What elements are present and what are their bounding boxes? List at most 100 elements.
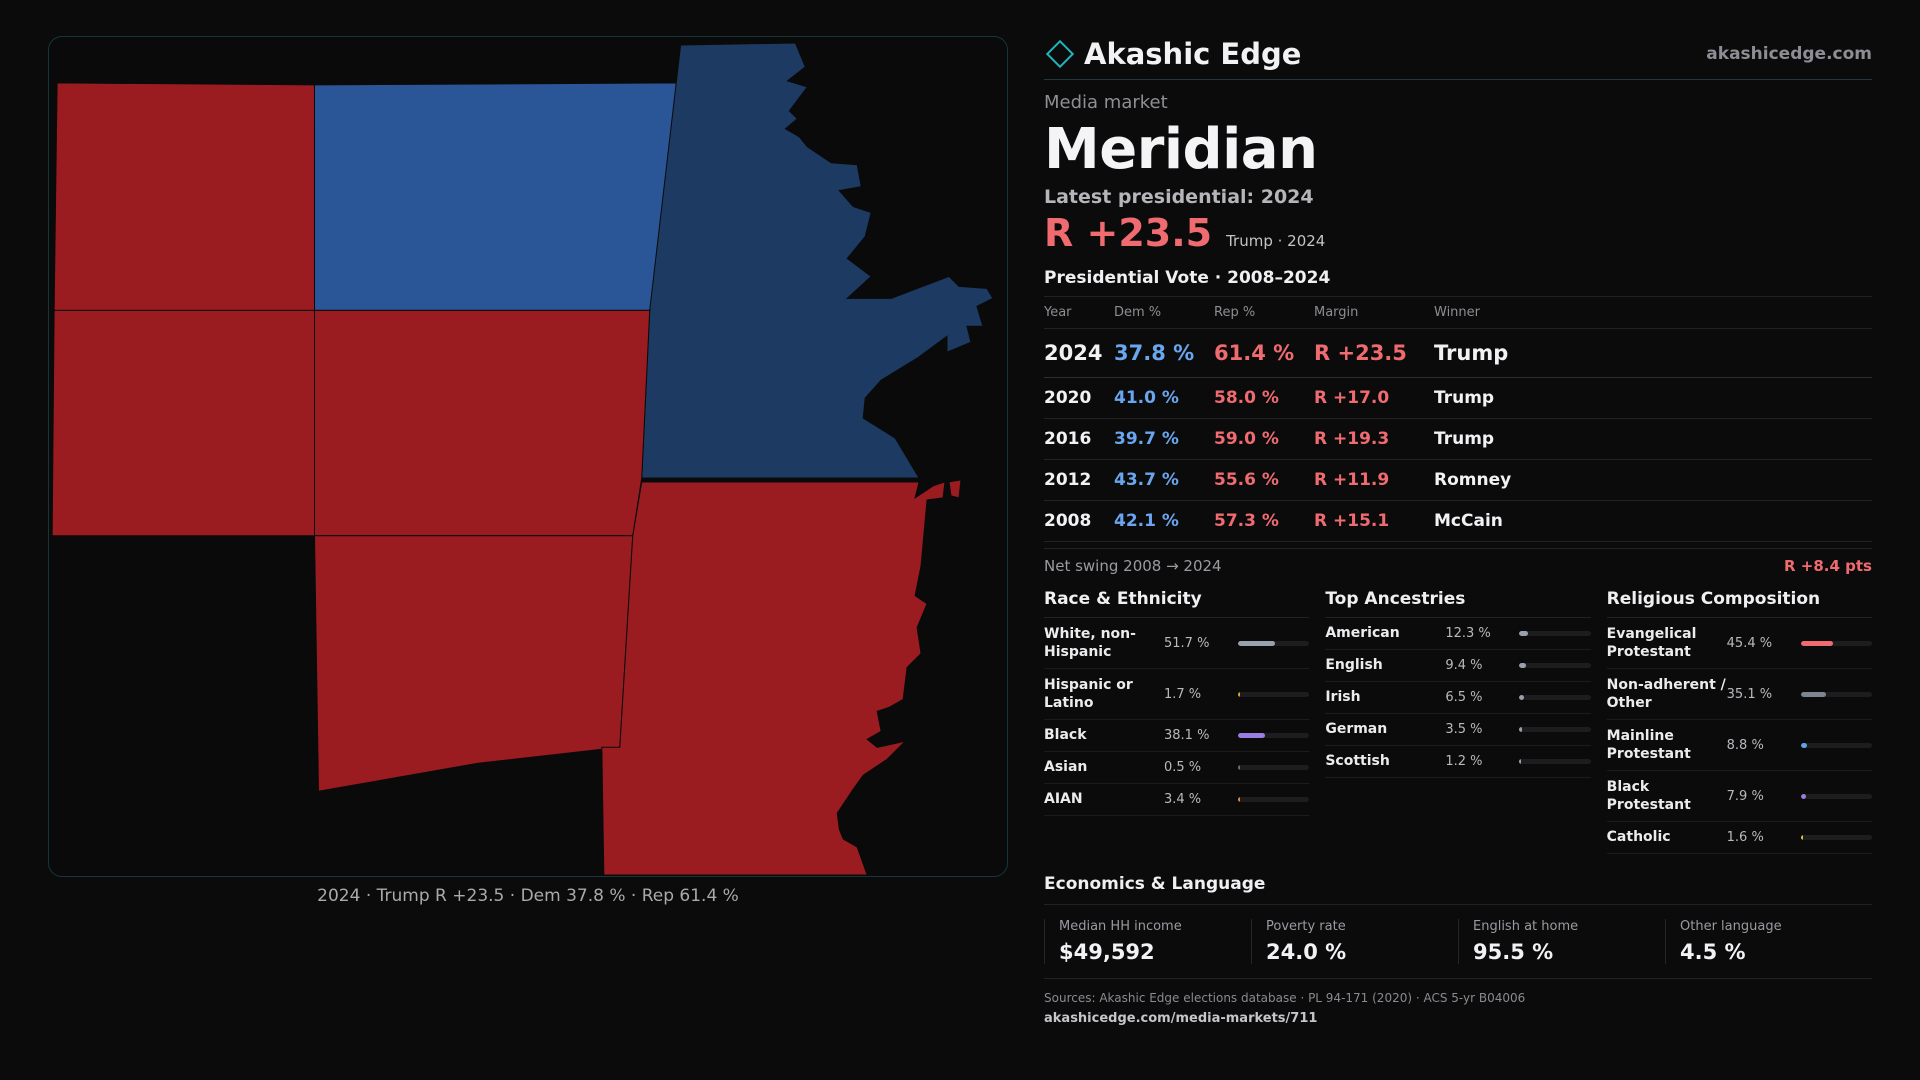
stat-value: 8.8 %	[1726, 737, 1764, 753]
stat-bar-fill	[1238, 733, 1266, 738]
county-east-notch[interactable]	[948, 479, 962, 499]
market-name: Meridian	[1044, 117, 1318, 182]
stat-value: 1.6 %	[1726, 830, 1764, 845]
econ-label: English at home	[1473, 919, 1579, 934]
table-row: 2016 39.7 % 59.0 % R +19.3 Trump	[1044, 418, 1872, 460]
list-item: Evangelical Protestant 45.4 %	[1606, 618, 1872, 669]
stat-label: AIAN	[1044, 791, 1083, 808]
county-center[interactable]	[314, 309, 651, 537]
stat-value: 1.2 %	[1445, 754, 1483, 769]
stat-label: Black Protestant	[1606, 778, 1691, 813]
list-item: AIAN 3.4 %	[1044, 784, 1310, 816]
vote-table: Year Dem % Rep % Margin Winner 2024 37.8…	[1044, 297, 1872, 542]
cell-rep: 57.3 %	[1214, 500, 1314, 542]
county-south-center[interactable]	[314, 535, 634, 792]
county-north-center[interactable]	[314, 82, 682, 311]
stat-label: Scottish	[1325, 753, 1390, 770]
stat-value: 1.7 %	[1164, 686, 1202, 702]
cell-winner: Trump	[1434, 418, 1872, 460]
religion-section: Religious Composition Evangelical Protes…	[1606, 589, 1872, 854]
cell-year: 2012	[1044, 459, 1114, 501]
county-se[interactable]	[601, 481, 946, 876]
stat-bar	[1238, 765, 1310, 770]
stat-value: 7.9 %	[1726, 788, 1764, 804]
brand-url-link[interactable]: akashicedge.com	[1706, 43, 1872, 64]
econ-value: 24.0 %	[1266, 940, 1347, 964]
cell-year: 2020	[1044, 377, 1114, 419]
list-item: Scottish 1.2 %	[1325, 746, 1591, 778]
table-row: 2024 37.8 % 61.4 % R +23.5 Trump	[1044, 328, 1872, 378]
stat-bar-fill	[1519, 663, 1527, 668]
cell-rep: 55.6 %	[1214, 459, 1314, 501]
econ-label: Median HH income	[1059, 919, 1182, 934]
stat-label: Black	[1044, 727, 1087, 744]
ancestry-section: Top Ancestries American 12.3 % English 9…	[1325, 589, 1591, 854]
header-rep: Rep %	[1214, 297, 1314, 329]
race-section: Race & Ethnicity White, non-Hispanic 51.…	[1044, 589, 1310, 854]
stat-value: 38.1 %	[1164, 728, 1210, 743]
cell-margin: R +15.1	[1314, 500, 1434, 542]
econ-value: $49,592	[1059, 940, 1155, 964]
stat-value: 6.5 %	[1445, 690, 1483, 705]
stat-bar	[1800, 742, 1872, 748]
list-item: Black 38.1 %	[1044, 720, 1310, 752]
stat-bar	[1238, 640, 1310, 646]
stat-label: German	[1325, 721, 1388, 738]
stat-bar	[1519, 663, 1591, 668]
stat-label: Non-adherent / Other	[1606, 676, 1726, 711]
cell-year: 2024	[1044, 328, 1114, 378]
stat-bar	[1519, 759, 1591, 764]
map-panel[interactable]	[48, 36, 1008, 877]
stat-value: 12.3 %	[1445, 626, 1491, 641]
stat-bar	[1238, 691, 1310, 697]
list-item: Catholic 1.6 %	[1606, 822, 1872, 854]
stat-bar-fill	[1519, 695, 1524, 700]
stat-bar	[1800, 835, 1872, 840]
stat-bar-fill	[1800, 793, 1807, 799]
cell-rep: 58.0 %	[1214, 377, 1314, 419]
county-east[interactable]	[641, 42, 994, 479]
stat-value: 45.4 %	[1726, 635, 1773, 651]
econ-value: 95.5 %	[1473, 940, 1554, 964]
ancestry-title: Top Ancestries	[1325, 589, 1591, 618]
stat-value: 9.4 %	[1445, 658, 1483, 673]
brand-name: Akashic Edge	[1084, 36, 1302, 71]
net-swing-label: Net swing 2008 → 2024	[1044, 557, 1222, 575]
headline-margin: R +23.5 Trump · 2024	[1044, 214, 1872, 252]
table-row: 2012 43.7 % 55.6 % R +11.9 Romney	[1044, 459, 1872, 501]
stat-label: Mainline Protestant	[1606, 727, 1691, 762]
stat-bar-fill	[1519, 727, 1522, 732]
stat-bar-fill	[1800, 691, 1826, 697]
header-margin: Margin	[1314, 297, 1434, 329]
list-item: White, non-Hispanic 51.7 %	[1044, 618, 1310, 669]
econ-value: 4.5 %	[1680, 940, 1746, 964]
sources-text: Sources: Akashic Edge elections database…	[1044, 991, 1526, 1005]
source-url-link[interactable]: akashicedge.com/media-markets/711	[1044, 1011, 1318, 1026]
stat-bar-fill	[1519, 631, 1529, 636]
stat-bar-fill	[1519, 759, 1522, 764]
list-item: Black Protestant 7.9 %	[1606, 771, 1872, 822]
stat-label: White, non-Hispanic	[1044, 625, 1136, 660]
stat-bar	[1238, 733, 1310, 738]
cell-winner: Trump	[1434, 377, 1872, 419]
header-winner: Winner	[1434, 297, 1872, 329]
net-swing-value: R +8.4 pts	[1784, 557, 1872, 575]
stat-bar	[1800, 793, 1872, 799]
county-nw[interactable]	[53, 82, 316, 311]
stat-label: Hispanic or Latino	[1044, 676, 1133, 711]
brand[interactable]: Akashic Edge	[1044, 37, 1301, 71]
county-map[interactable]	[49, 37, 1007, 876]
table-row: 2008 42.1 % 57.3 % R +15.1 McCain	[1044, 500, 1872, 542]
demographics: Race & Ethnicity White, non-Hispanic 51.…	[1044, 589, 1872, 854]
list-item: American 12.3 %	[1325, 618, 1591, 650]
list-item: Hispanic or Latino 1.7 %	[1044, 669, 1310, 720]
cell-winner: Trump	[1434, 328, 1872, 378]
header-dem: Dem %	[1114, 297, 1214, 329]
county-west[interactable]	[51, 309, 316, 537]
cell-dem: 41.0 %	[1114, 377, 1214, 419]
cell-margin: R +17.0	[1314, 377, 1434, 419]
econ-item: Poverty rate 24.0 %	[1251, 919, 1458, 964]
stat-bar	[1519, 631, 1591, 636]
cell-winner: McCain	[1434, 500, 1872, 542]
cell-year: 2016	[1044, 418, 1114, 460]
